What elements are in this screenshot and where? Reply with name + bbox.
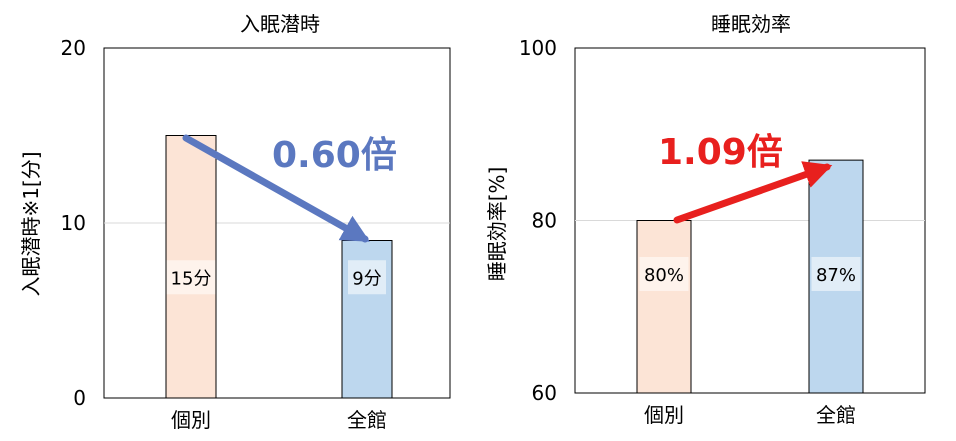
data-label: 9分 (352, 268, 381, 289)
y-axis-label: 睡眠効率[%] (485, 167, 509, 282)
data-label-background (811, 256, 861, 291)
chart-title: 入眠潜時 (240, 12, 320, 36)
y-tick-label: 10 (61, 211, 86, 235)
y-tick-label: 100 (519, 36, 557, 60)
chart-title: 睡眠効率 (711, 12, 791, 36)
y-axis-label: 入眠潜時※1[分] (19, 151, 43, 296)
bar (636, 220, 692, 394)
x-tick-label: 個別 (644, 403, 684, 427)
data-label-background (166, 260, 216, 295)
x-tick-label: 個別 (171, 408, 211, 432)
data-label: 15分 (171, 268, 212, 289)
y-tick-label: 0 (73, 386, 86, 410)
plot-area: 60 80 100 80% 個別 87% 全館 (519, 36, 926, 427)
ratio-arrow (673, 161, 833, 224)
ratio-arrow (182, 134, 370, 243)
y-tick-label: 80 (532, 209, 557, 233)
data-label: 80% (644, 265, 684, 286)
x-tick-label: 全館 (347, 408, 387, 432)
data-label-background (639, 256, 689, 291)
chart-sleep-efficiency: 睡眠効率 睡眠効率[%] 60 80 100 80% 個別 87% 全館 1.09倍 (485, 12, 926, 427)
ratio-annotation: 1.09倍 (658, 132, 783, 173)
y-tick-label: 20 (61, 36, 86, 60)
data-label: 87% (816, 265, 856, 286)
x-tick-label: 全館 (816, 403, 856, 427)
ratio-annotation: 0.60倍 (272, 135, 397, 176)
y-tick-label: 60 (532, 381, 557, 405)
data-label-background (348, 260, 386, 295)
